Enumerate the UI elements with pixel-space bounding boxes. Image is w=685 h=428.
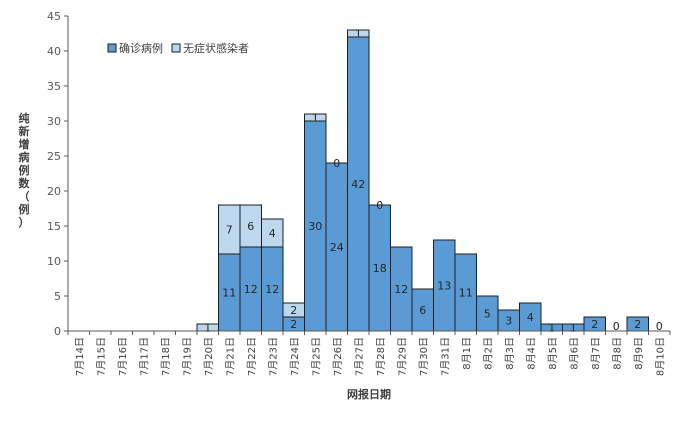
data-label-confirmed: 0 — [656, 320, 663, 333]
bar-asymptomatic — [347, 29, 370, 38]
x-tick-label: 7月29日 — [396, 337, 408, 376]
data-label-asymptomatic: 1 — [204, 322, 211, 335]
y-tick-label: 0 — [54, 325, 61, 338]
x-tick-label: 7月18日 — [160, 337, 172, 376]
x-tick-label: 7月21日 — [224, 337, 236, 376]
legend-swatch-confirmed — [107, 43, 117, 53]
data-label-confirmed: 30 — [308, 220, 322, 233]
y-tick-label: 25 — [47, 150, 61, 163]
x-axis-title: 网报日期 — [347, 387, 391, 401]
data-label-asymptomatic: 2 — [290, 304, 297, 317]
x-tick-label: 8月4日 — [525, 337, 537, 370]
data-label-confirmed: 13 — [437, 280, 451, 293]
data-label-asymptomatic: 7 — [226, 224, 233, 237]
data-label-confirmed: 2 — [290, 318, 297, 331]
data-label-asymptomatic: 0 — [376, 199, 383, 212]
data-label-confirmed: 2 — [634, 318, 641, 331]
x-tick-label: 7月31日 — [439, 337, 451, 376]
data-label-confirmed: 1 — [570, 322, 577, 335]
data-label-asymptomatic: 1 — [312, 112, 319, 125]
legend-swatch-asymptomatic — [171, 43, 181, 53]
x-tick-label: 8月1日 — [461, 337, 473, 370]
data-label-confirmed: 12 — [244, 283, 258, 296]
legend-label-asymptomatic: 无症状感染者 — [183, 41, 249, 55]
x-tick-label: 7月14日 — [74, 337, 86, 376]
data-label-asymptomatic: 4 — [269, 227, 276, 240]
data-label-confirmed: 2 — [591, 318, 598, 331]
y-tick-label: 30 — [47, 115, 61, 128]
data-label-confirmed: 1 — [548, 322, 555, 335]
x-tick-label: 7月22日 — [246, 337, 258, 376]
x-tick-label: 8月5日 — [547, 337, 559, 370]
x-tick-label: 8月2日 — [482, 337, 494, 370]
x-tick-label: 7月17日 — [138, 337, 150, 376]
x-tick-label: 8月10日 — [654, 337, 666, 376]
x-tick-label: 8月7日 — [590, 337, 602, 370]
x-tick-label: 7月23日 — [267, 337, 279, 376]
x-tick-label: 8月9日 — [633, 337, 645, 370]
x-tick-label: 8月3日 — [504, 337, 516, 370]
y-tick-label: 20 — [47, 185, 61, 198]
data-label-confirmed: 12 — [394, 283, 408, 296]
x-tick-label: 7月27日 — [353, 337, 365, 376]
data-label-asymptomatic: 6 — [247, 220, 254, 233]
x-tick-label: 7月19日 — [181, 337, 193, 376]
x-tick-label: 7月15日 — [95, 337, 107, 376]
x-tick-label: 8月8日 — [611, 337, 623, 370]
y-tick-label: 35 — [47, 80, 61, 93]
data-label-confirmed: 4 — [527, 311, 534, 324]
data-label-asymptomatic: 1 — [355, 28, 362, 41]
y-tick-label: 45 — [47, 10, 61, 23]
x-tick-label: 7月28日 — [375, 337, 387, 376]
x-tick-label: 7月30日 — [418, 337, 430, 376]
x-tick-label: 7月16日 — [117, 337, 129, 376]
data-label-confirmed: 12 — [265, 283, 279, 296]
data-label-confirmed: 42 — [351, 178, 365, 191]
bar-asymptomatic — [261, 218, 284, 248]
y-tick-label: 5 — [54, 290, 61, 303]
x-tick-label: 7月25日 — [310, 337, 322, 376]
data-label-confirmed: 0 — [613, 320, 620, 333]
y-tick-label: 10 — [47, 255, 61, 268]
y-axis-title: 纯新增病例数（例） — [19, 111, 31, 229]
x-tick-label: 8月6日 — [568, 337, 580, 370]
data-label-confirmed: 6 — [419, 304, 426, 317]
data-label-confirmed: 24 — [330, 241, 344, 254]
x-tick-label: 7月20日 — [203, 337, 215, 376]
data-label-asymptomatic: 0 — [333, 157, 340, 170]
y-tick-label: 40 — [47, 45, 61, 58]
bar-asymptomatic — [304, 113, 327, 122]
data-label-confirmed: 11 — [222, 287, 236, 300]
data-label-confirmed: 3 — [505, 315, 512, 328]
data-label-confirmed: 11 — [459, 287, 473, 300]
y-tick-label: 15 — [47, 220, 61, 233]
data-label-confirmed: 5 — [484, 308, 491, 321]
data-label-confirmed: 18 — [373, 262, 387, 275]
x-tick-label: 7月26日 — [332, 337, 344, 376]
x-tick-label: 7月24日 — [289, 337, 301, 376]
legend-label-confirmed: 确诊病例 — [119, 41, 163, 55]
